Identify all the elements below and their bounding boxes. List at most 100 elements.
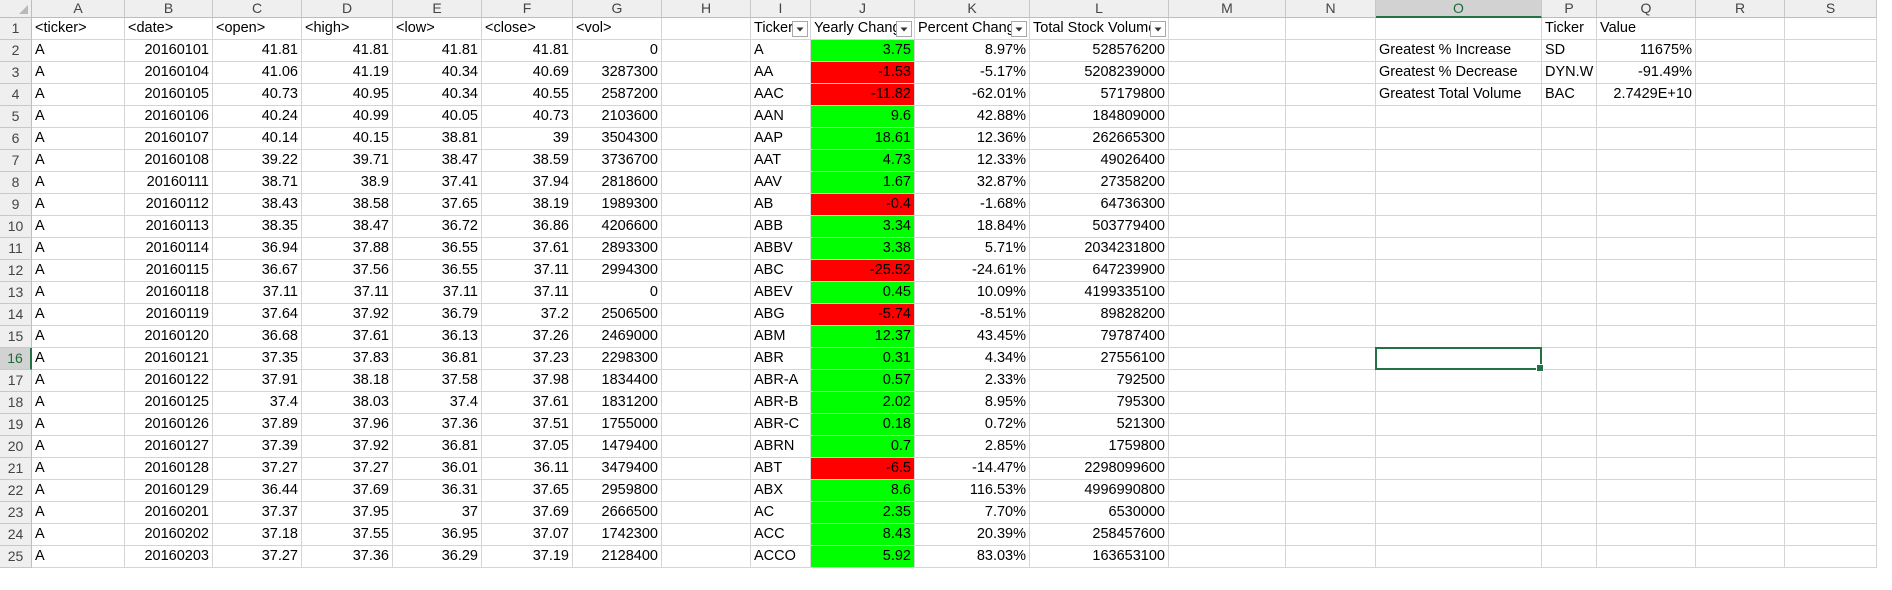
cell-j22[interactable]: 8.6 xyxy=(811,480,915,502)
cell-i24[interactable]: ACC xyxy=(751,524,811,546)
cell-g9[interactable]: 1989300 xyxy=(573,194,662,216)
cell-g11[interactable]: 2893300 xyxy=(573,238,662,260)
cell-o17[interactable] xyxy=(1376,370,1542,392)
cell-b22[interactable]: 20160129 xyxy=(125,480,213,502)
cell-p17[interactable] xyxy=(1542,370,1597,392)
cell-d13[interactable]: 37.11 xyxy=(302,282,393,304)
cell-p16[interactable] xyxy=(1542,348,1597,370)
cell-g5[interactable]: 2103600 xyxy=(573,106,662,128)
cell-l23[interactable]: 6530000 xyxy=(1030,502,1169,524)
cell-l16[interactable]: 27556100 xyxy=(1030,348,1169,370)
cell-r17[interactable] xyxy=(1696,370,1785,392)
cell-d12[interactable]: 37.56 xyxy=(302,260,393,282)
cell-p21[interactable] xyxy=(1542,458,1597,480)
cell-i13[interactable]: ABEV xyxy=(751,282,811,304)
cell-s16[interactable] xyxy=(1785,348,1877,370)
cell-j8[interactable]: 1.67 xyxy=(811,172,915,194)
cell-r21[interactable] xyxy=(1696,458,1785,480)
cell-o9[interactable] xyxy=(1376,194,1542,216)
cell-h18[interactable] xyxy=(662,392,751,414)
cell-d3[interactable]: 41.19 xyxy=(302,62,393,84)
cell-m18[interactable] xyxy=(1169,392,1286,414)
cell-p3[interactable]: DYN.W xyxy=(1542,62,1597,84)
row-header-6[interactable]: 6 xyxy=(0,128,32,150)
row-header-25[interactable]: 25 xyxy=(0,546,32,568)
cell-l15[interactable]: 79787400 xyxy=(1030,326,1169,348)
cell-q16[interactable] xyxy=(1597,348,1696,370)
cell-a15[interactable]: A xyxy=(32,326,125,348)
cell-d8[interactable]: 38.9 xyxy=(302,172,393,194)
cell-s1[interactable] xyxy=(1785,18,1877,40)
cell-n18[interactable] xyxy=(1286,392,1376,414)
cell-m25[interactable] xyxy=(1169,546,1286,568)
column-header-m[interactable]: M xyxy=(1169,0,1286,18)
cell-r3[interactable] xyxy=(1696,62,1785,84)
cell-j4[interactable]: -11.82 xyxy=(811,84,915,106)
cell-d23[interactable]: 37.95 xyxy=(302,502,393,524)
cell-l9[interactable]: 64736300 xyxy=(1030,194,1169,216)
cell-o4[interactable]: Greatest Total Volume xyxy=(1376,84,1542,106)
cell-o13[interactable] xyxy=(1376,282,1542,304)
cell-g1[interactable]: <vol> xyxy=(573,18,662,40)
cell-r20[interactable] xyxy=(1696,436,1785,458)
cell-b19[interactable]: 20160126 xyxy=(125,414,213,436)
cell-l12[interactable]: 647239900 xyxy=(1030,260,1169,282)
cell-e22[interactable]: 36.31 xyxy=(393,480,482,502)
column-header-d[interactable]: D xyxy=(302,0,393,18)
row-header-14[interactable]: 14 xyxy=(0,304,32,326)
cell-b18[interactable]: 20160125 xyxy=(125,392,213,414)
cell-f5[interactable]: 40.73 xyxy=(482,106,573,128)
cell-q17[interactable] xyxy=(1597,370,1696,392)
cell-k17[interactable]: 2.33% xyxy=(915,370,1030,392)
cell-j14[interactable]: -5.74 xyxy=(811,304,915,326)
cell-k15[interactable]: 43.45% xyxy=(915,326,1030,348)
cell-s25[interactable] xyxy=(1785,546,1877,568)
cell-d20[interactable]: 37.92 xyxy=(302,436,393,458)
cell-e10[interactable]: 36.72 xyxy=(393,216,482,238)
cell-p15[interactable] xyxy=(1542,326,1597,348)
cell-g22[interactable]: 2959800 xyxy=(573,480,662,502)
cell-n16[interactable] xyxy=(1286,348,1376,370)
cell-c11[interactable]: 36.94 xyxy=(213,238,302,260)
active-cell-selection[interactable] xyxy=(1375,347,1544,372)
cell-h17[interactable] xyxy=(662,370,751,392)
cell-c8[interactable]: 38.71 xyxy=(213,172,302,194)
cell-r13[interactable] xyxy=(1696,282,1785,304)
cell-l7[interactable]: 49026400 xyxy=(1030,150,1169,172)
cell-s20[interactable] xyxy=(1785,436,1877,458)
cell-b7[interactable]: 20160108 xyxy=(125,150,213,172)
cell-j25[interactable]: 5.92 xyxy=(811,546,915,568)
cell-i3[interactable]: AA xyxy=(751,62,811,84)
cell-l18[interactable]: 795300 xyxy=(1030,392,1169,414)
cell-j15[interactable]: 12.37 xyxy=(811,326,915,348)
cell-i19[interactable]: ABR-C xyxy=(751,414,811,436)
cell-e4[interactable]: 40.34 xyxy=(393,84,482,106)
column-header-e[interactable]: E xyxy=(393,0,482,18)
cell-i22[interactable]: ABX xyxy=(751,480,811,502)
cell-f23[interactable]: 37.69 xyxy=(482,502,573,524)
cell-h22[interactable] xyxy=(662,480,751,502)
row-header-3[interactable]: 3 xyxy=(0,62,32,84)
column-header-s[interactable]: S xyxy=(1785,0,1877,18)
cell-d14[interactable]: 37.92 xyxy=(302,304,393,326)
cell-a1[interactable]: <ticker> xyxy=(32,18,125,40)
cell-e13[interactable]: 37.11 xyxy=(393,282,482,304)
cell-h9[interactable] xyxy=(662,194,751,216)
cell-s21[interactable] xyxy=(1785,458,1877,480)
column-header-h[interactable]: H xyxy=(662,0,751,18)
cell-p13[interactable] xyxy=(1542,282,1597,304)
cell-b9[interactable]: 20160112 xyxy=(125,194,213,216)
cell-h8[interactable] xyxy=(662,172,751,194)
cell-k9[interactable]: -1.68% xyxy=(915,194,1030,216)
cell-q19[interactable] xyxy=(1597,414,1696,436)
filter-dropdown-button-j[interactable] xyxy=(896,21,912,37)
cell-f1[interactable]: <close> xyxy=(482,18,573,40)
cell-o11[interactable] xyxy=(1376,238,1542,260)
cell-h6[interactable] xyxy=(662,128,751,150)
cell-j20[interactable]: 0.7 xyxy=(811,436,915,458)
cell-a12[interactable]: A xyxy=(32,260,125,282)
cell-g25[interactable]: 2128400 xyxy=(573,546,662,568)
cell-a24[interactable]: A xyxy=(32,524,125,546)
cell-m15[interactable] xyxy=(1169,326,1286,348)
cell-s5[interactable] xyxy=(1785,106,1877,128)
